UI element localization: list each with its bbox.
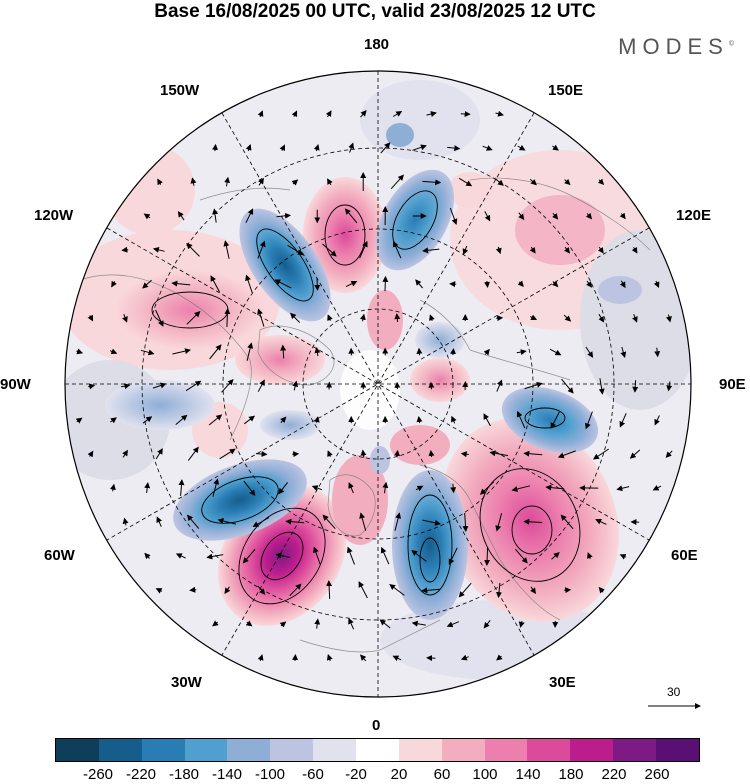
colorbar-segment xyxy=(185,739,228,761)
colorbar-segment xyxy=(399,739,442,761)
colorbar-segment xyxy=(485,739,528,761)
colorbar-tick-label: -180 xyxy=(169,766,199,783)
canada-positive-anomaly xyxy=(115,270,265,350)
europe-negative-anomaly xyxy=(392,470,468,620)
colorbar-tick-label: -260 xyxy=(83,766,113,783)
lon-label-30w: 30W xyxy=(171,675,202,691)
lon-label-180: 180 xyxy=(364,37,389,53)
colorbar-segment xyxy=(570,739,613,761)
wind-vector xyxy=(635,380,636,392)
wind-vector xyxy=(190,590,196,591)
colorbar-tick-label: 20 xyxy=(391,766,408,783)
colorbar-segment xyxy=(656,739,699,761)
colorbar-segment xyxy=(270,739,313,761)
wind-vector xyxy=(397,451,398,457)
wind-vector xyxy=(385,277,386,291)
colorbar-tick-label: -220 xyxy=(126,766,156,783)
wind-vector xyxy=(431,383,432,390)
lon-label-150w: 150W xyxy=(160,83,199,99)
colorbar-segment xyxy=(99,739,142,761)
colorbar-segment xyxy=(56,739,99,761)
wind-vector xyxy=(487,547,488,565)
wind-vector xyxy=(453,484,454,493)
lon-label-90w: 90W xyxy=(0,377,31,393)
lon-label-60e: 60E xyxy=(671,548,698,564)
wind-vector xyxy=(419,349,420,355)
colorbar-tick-label: 100 xyxy=(472,766,497,783)
colorbar xyxy=(55,738,700,762)
colorbar-segment xyxy=(527,739,570,761)
colorbar-tick-label: 60 xyxy=(434,766,451,783)
wind-vector xyxy=(317,278,318,290)
colorbar-tick-label: -140 xyxy=(212,766,242,783)
wind-vector xyxy=(215,145,216,151)
colorbar-tick-label: -60 xyxy=(302,766,324,783)
colorbar-tick-label: 220 xyxy=(601,766,626,783)
colorbar-tick-label: 260 xyxy=(644,766,669,783)
lon-label-120e: 120E xyxy=(676,208,711,224)
colorbar-segment xyxy=(442,739,485,761)
colorbar-ticks: -260 -220 -180 -140 -100 -60 -20 20 60 100 140 180 2… xyxy=(55,766,700,784)
lon-label-150e: 150E xyxy=(548,83,583,99)
colorbar-segment xyxy=(227,739,270,761)
lon-label-90e: 90E xyxy=(719,377,746,393)
wind-vector xyxy=(453,349,454,355)
colorbar-tick-label: 140 xyxy=(515,766,540,783)
colorbar-segment xyxy=(613,739,656,761)
colorbar-segment xyxy=(356,739,399,761)
wind-vector xyxy=(487,281,488,287)
colorbar-tick-label: -20 xyxy=(345,766,367,783)
lon-label-120w: 120W xyxy=(34,208,73,224)
colorbar-segment xyxy=(313,739,356,761)
colorbar-segment xyxy=(142,739,185,761)
reference-vector-label: 30 xyxy=(667,685,680,699)
colorbar-tick-label: -100 xyxy=(255,766,285,783)
colorbar-tick-label: 180 xyxy=(558,766,583,783)
wind-vector xyxy=(227,309,228,327)
lon-label-60w: 60W xyxy=(44,548,75,564)
lon-label-0: 0 xyxy=(372,718,380,734)
lon-label-30e: 30E xyxy=(549,675,576,691)
